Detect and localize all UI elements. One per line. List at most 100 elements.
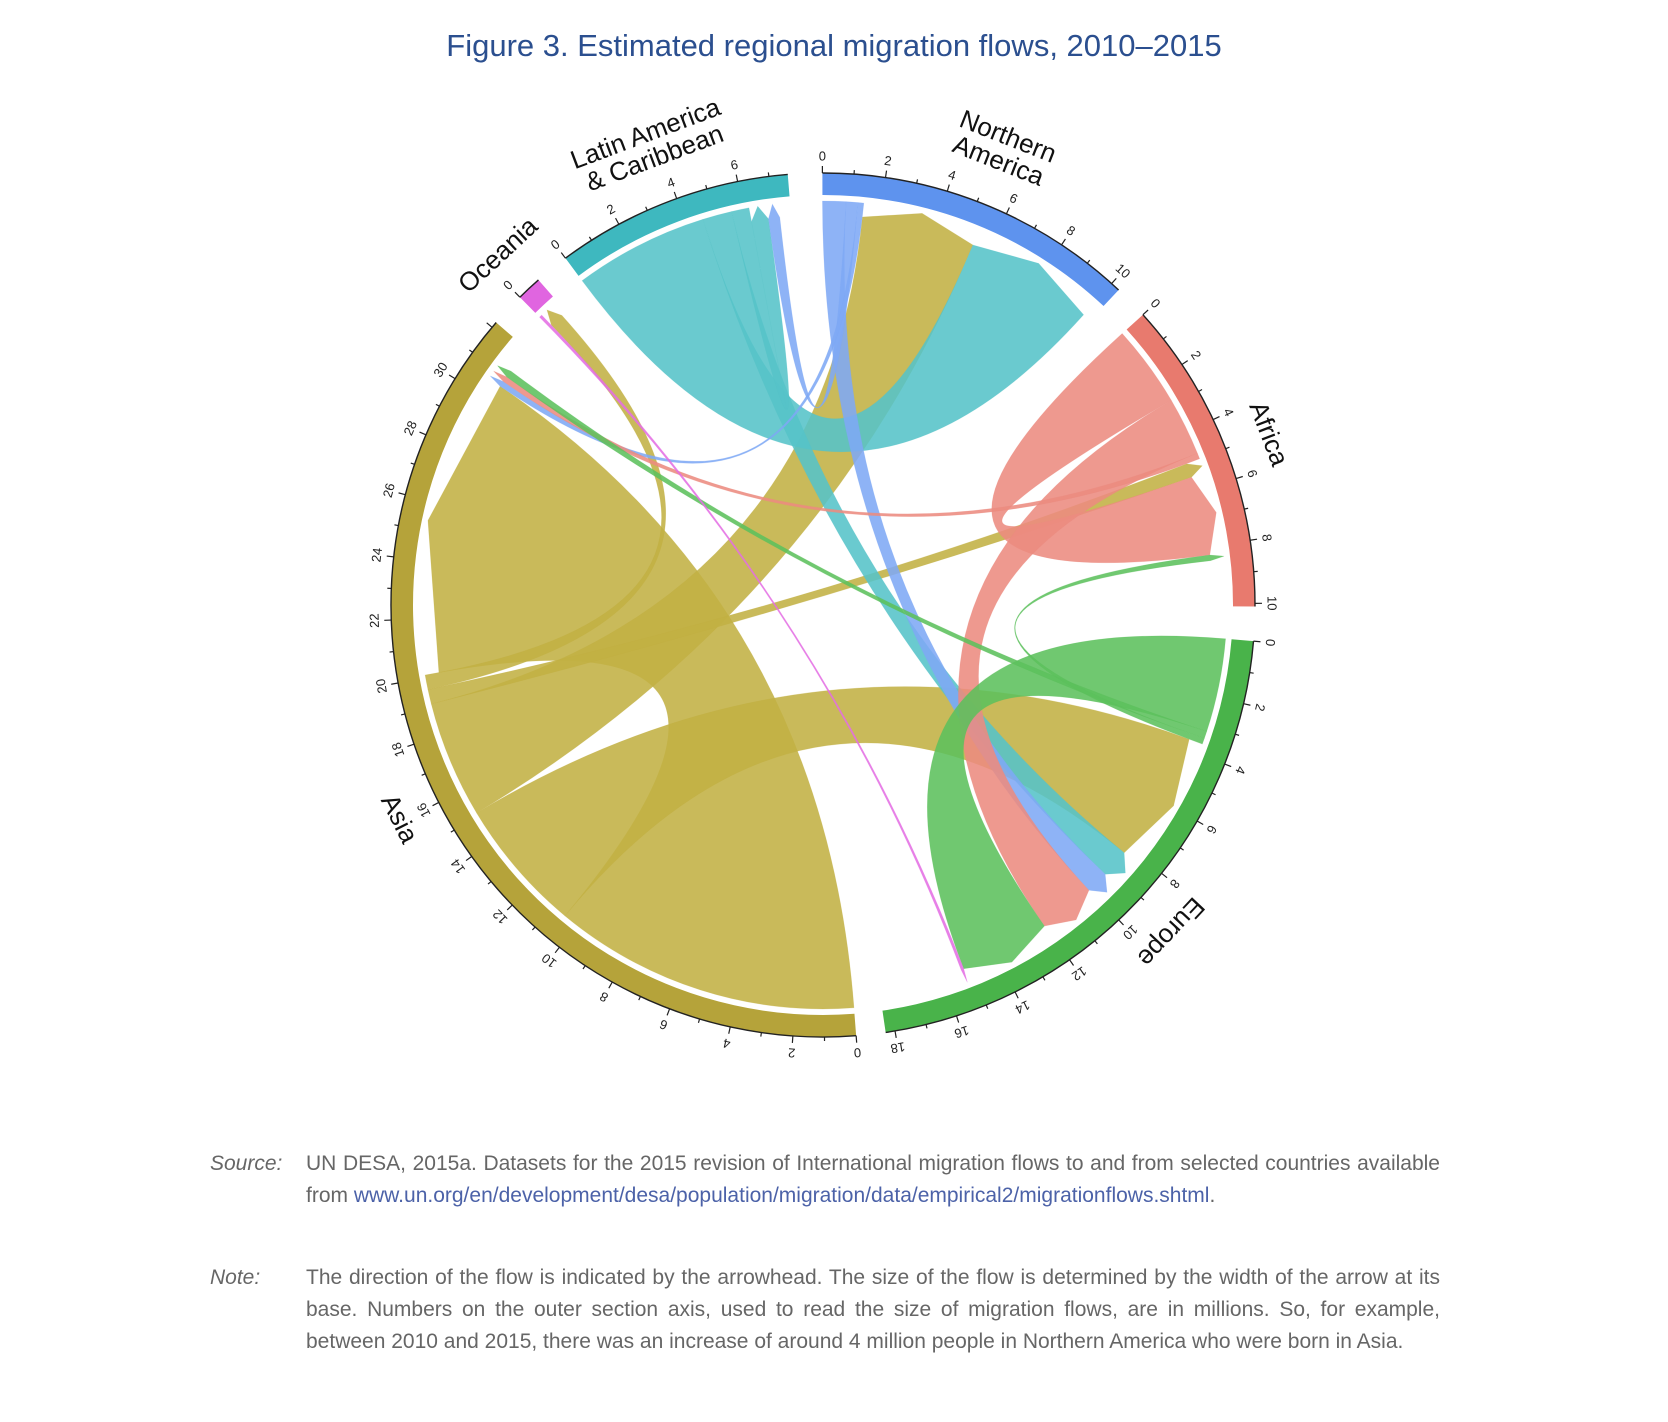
sector-label-oceania: Oceania	[452, 210, 544, 298]
tick-mark	[615, 217, 620, 225]
tick-mark	[1014, 991, 1019, 999]
source-caption: Source: UN DESA, 2015a. Datasets for the…	[210, 1148, 1440, 1212]
tick-label: 16	[953, 1023, 971, 1042]
flow-ribbon-asia-to-africa	[427, 463, 1203, 705]
tick-mark	[432, 801, 440, 807]
sector-arc-europe	[882, 639, 1254, 1033]
tick-mark	[448, 374, 456, 380]
tick-mark	[1181, 360, 1189, 366]
tick-label: 26	[380, 481, 398, 499]
tick-mark	[728, 1026, 731, 1034]
tick-mark	[735, 174, 739, 182]
source-end: .	[1209, 1184, 1216, 1207]
note-caption: Note: The direction of the flow is indic…	[210, 1262, 1440, 1358]
tick-mark	[916, 179, 919, 184]
sector-axis	[565, 173, 788, 259]
tick-label: 18	[890, 1039, 907, 1056]
sector-axis	[1142, 314, 1256, 607]
tick-mark	[946, 184, 950, 192]
tick-mark	[465, 855, 473, 862]
tick-mark	[955, 1015, 960, 1023]
tick-mark	[391, 682, 399, 685]
tick-mark	[1198, 388, 1203, 393]
tick-label: 18	[388, 740, 407, 759]
tick-label: 6	[1244, 468, 1260, 479]
tick-label: 2	[604, 201, 617, 218]
tick-label: 0	[500, 277, 516, 293]
tick-mark	[1061, 238, 1066, 246]
tick-mark	[1224, 763, 1232, 768]
tick-label: 28	[401, 418, 420, 437]
tick-label: 2	[1252, 702, 1268, 712]
tick-mark	[1253, 640, 1261, 643]
tick-label: 8	[1167, 876, 1183, 891]
tick-mark	[767, 172, 770, 177]
tick-mark	[531, 926, 536, 931]
tick-label: 6	[657, 1016, 669, 1033]
tick-mark	[1005, 207, 1010, 215]
tick-mark	[487, 881, 492, 885]
tick-label: 8	[1064, 222, 1078, 239]
tick-mark	[1235, 733, 1240, 736]
tick-label: 6	[1204, 823, 1221, 837]
tick-mark	[1034, 224, 1038, 229]
tick-label: 0	[819, 148, 826, 163]
tick-mark	[705, 184, 708, 190]
sector-arc-latin-america-caribbean	[565, 174, 790, 276]
tick-label: 14	[1013, 997, 1033, 1017]
flow-ribbon-northern-america-to-europe	[822, 200, 1108, 893]
tick-mark	[407, 743, 415, 748]
tick-mark	[410, 462, 415, 465]
tick-mark	[582, 965, 586, 970]
flow-ribbon-asia-to-europe	[476, 686, 1190, 917]
source-label: Source:	[210, 1152, 283, 1175]
tick-mark	[1140, 896, 1145, 901]
tick-mark	[469, 349, 473, 353]
tick-label: 22	[366, 613, 381, 628]
sector-arc-oceania	[519, 279, 553, 313]
tick-label: 24	[368, 547, 385, 563]
tick-mark	[760, 1032, 762, 1037]
tick-label: 16	[414, 800, 434, 820]
tick-mark	[1196, 820, 1204, 826]
tick-mark	[386, 555, 394, 558]
flow-ribbon-northern-america-to-asia	[489, 202, 865, 464]
tick-mark	[697, 1018, 701, 1024]
tick-mark	[1243, 703, 1251, 706]
tick-mark	[450, 829, 455, 833]
tick-label: 6	[1007, 190, 1020, 207]
tick-mark	[1161, 872, 1168, 879]
tick-mark	[435, 403, 440, 407]
figure-title: Figure 3. Estimated regional migration f…	[446, 28, 1222, 63]
tick-mark	[608, 981, 613, 989]
tick-mark	[1225, 446, 1230, 450]
tick-mark	[638, 996, 641, 1001]
tick-mark	[894, 1030, 897, 1038]
flow-ribbon-latin-america-caribbean-to-latin-america-caribbean	[731, 205, 790, 411]
tick-mark	[1249, 671, 1254, 674]
tick-label: 10	[1265, 596, 1280, 611]
source-link[interactable]: www.un.org/en/development/desa/populatio…	[353, 1184, 1210, 1207]
tick-mark	[588, 236, 593, 241]
sector-axis	[390, 322, 857, 1038]
flow-ribbon-africa-to-asia	[493, 370, 1200, 517]
tick-label: 2	[1188, 348, 1204, 362]
flow-ribbon-oceania-to-europe	[539, 314, 968, 983]
tick-label: 2	[883, 153, 892, 169]
tick-mark	[1118, 919, 1124, 926]
tick-mark	[673, 191, 678, 199]
sector-label-africa: Africa	[1243, 397, 1295, 470]
tick-label: 6	[729, 157, 739, 173]
tick-mark	[1042, 976, 1046, 981]
tick-label: 4	[1220, 406, 1237, 419]
tick-mark	[976, 197, 980, 202]
tick-mark	[1094, 940, 1098, 945]
tick-mark	[421, 773, 426, 776]
tick-mark	[398, 492, 406, 496]
tick-label: 10	[539, 950, 560, 971]
tick-label: 0	[1263, 638, 1279, 646]
tick-mark	[419, 431, 427, 436]
tick-label: 30	[430, 360, 450, 380]
flow-ribbon-africa-to-africa	[991, 333, 1217, 564]
